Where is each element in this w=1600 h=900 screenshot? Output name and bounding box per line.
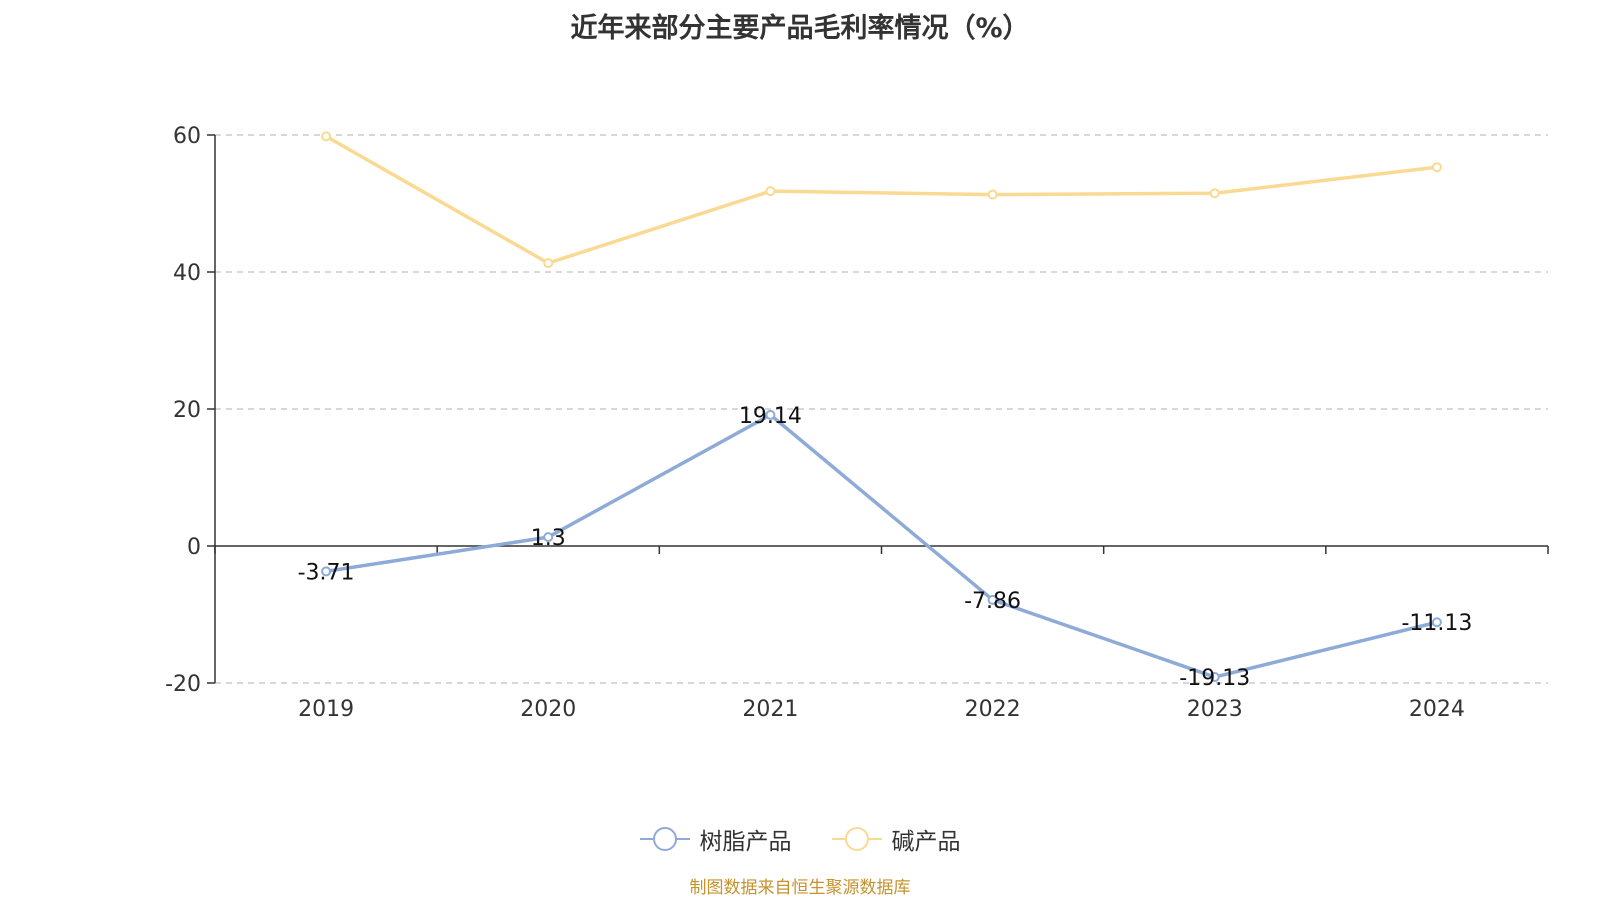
data-label-0-2023: -19.13 (1179, 666, 1250, 691)
series-lines (321, 131, 1442, 683)
legend-marker-alkali (831, 826, 882, 852)
data-label-0-2020: 1.3 (531, 526, 566, 551)
y-tick-label-60: 60 (173, 124, 201, 149)
legend-label-resin: 树脂产品 (699, 829, 792, 855)
data-label-0-2021: 19.14 (739, 404, 802, 429)
x-tick-label-2019: 2019 (298, 697, 354, 722)
data-point-0-2024 (1431, 617, 1442, 628)
data-point-0-2021 (765, 409, 776, 420)
data-point-0-2019 (321, 566, 332, 577)
x-tick-label-2021: 2021 (742, 697, 798, 722)
x-tick-label-2022: 2022 (965, 697, 1021, 722)
chart-title: 近年来部分主要产品毛利率情况（%） (570, 13, 1030, 44)
data-point-1-2024 (1431, 162, 1442, 173)
data-point-0-2020 (543, 532, 554, 543)
y-tick-label-40: 40 (173, 261, 201, 286)
series-line-0 (325, 413, 1438, 679)
axes: -20 0 20 40 60 2019 2020 2021 2022 2023 2024 (165, 124, 1549, 722)
data-label-0-2022: -7.86 (964, 589, 1021, 614)
data-labels: -3.71 1.3 19.14 -7.86 -19.13 -11.13 (298, 404, 1473, 691)
data-label-0-2024: -11.13 (1401, 611, 1472, 636)
data-point-1-2023 (1209, 188, 1220, 199)
legend-label-alkali: 碱产品 (891, 829, 961, 855)
data-point-1-2020 (543, 258, 554, 269)
data-point-0-2022 (987, 594, 998, 605)
source-note: 制图数据来自恒生聚源数据库 (689, 878, 911, 898)
x-tick-label-2020: 2020 (520, 697, 576, 722)
y-tick-label-0: 0 (187, 535, 201, 560)
gridlines (215, 134, 1548, 684)
data-label-0-2019: -3.71 (298, 560, 355, 585)
data-point-1-2021 (765, 186, 776, 197)
legend-item-alkali[interactable]: 碱产品 (831, 822, 961, 856)
legend-marker-resin (639, 826, 690, 852)
series-line-1 (325, 134, 1438, 265)
data-point-1-2022 (987, 189, 998, 200)
y-tick-label-20: 20 (173, 398, 201, 423)
x-tick-label-2024: 2024 (1409, 697, 1465, 722)
legend-item-resin[interactable]: 树脂产品 (639, 822, 792, 856)
data-point-1-2019 (321, 131, 332, 142)
legend: 树脂产品 碱产品 (0, 822, 1600, 856)
x-tick-label-2023: 2023 (1187, 697, 1243, 722)
data-point-0-2023 (1209, 672, 1220, 683)
y-tick-label--20: -20 (165, 672, 201, 697)
